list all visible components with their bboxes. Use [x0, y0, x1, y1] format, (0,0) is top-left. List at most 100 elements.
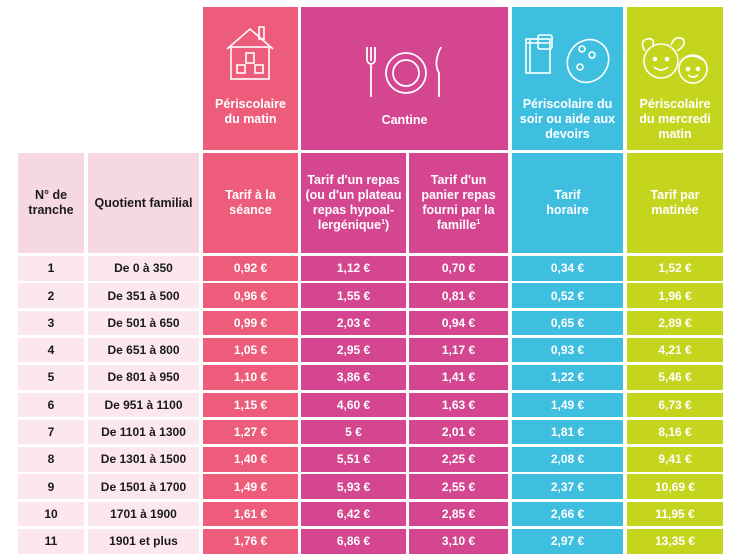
cell-horaire: 1,49 € — [512, 392, 623, 417]
header-label-matin: Périscolaire du matin — [215, 97, 286, 126]
cell-seance: 1,40 € — [203, 447, 298, 472]
cell-seance: 1,61 € — [203, 501, 298, 527]
header-cantine: Cantine — [301, 7, 508, 150]
cell-horaire: 0,52 € — [512, 283, 623, 308]
cell-tranche: 2 — [18, 283, 84, 308]
cell-matinee: 4,21 € — [627, 337, 723, 363]
cell-quotient: De 651 à 800 — [88, 337, 199, 363]
cell-tranche: 6 — [18, 392, 84, 417]
cell-quotient: De 951 à 1100 — [88, 392, 199, 417]
cell-quotient: De 1501 à 1700 — [88, 474, 199, 499]
subheader-repas: Tarif d'un repas (ou d'un plateau repas … — [301, 153, 406, 253]
cell-seance: 1,10 € — [203, 365, 298, 390]
cell-panier: 1,63 € — [409, 392, 508, 417]
cell-tranche: 9 — [18, 474, 84, 499]
cell-seance: 1,27 € — [203, 419, 298, 445]
cell-tranche: 7 — [18, 419, 84, 445]
header-label-mercredi: Périscolaire du mercredi matin — [639, 97, 711, 141]
header-periscolaire-mercredi: Périscolaire du mercredi matin — [627, 7, 723, 150]
cell-repas: 4,60 € — [301, 392, 406, 417]
header-periscolaire-soir: Périscolaire du soir ou aide aux devoirs — [512, 7, 623, 150]
subheader-panier: Tarif d'un panier repas fourni par la fa… — [409, 153, 508, 253]
cell-horaire: 0,65 € — [512, 310, 623, 336]
cell-seance: 0,99 € — [203, 310, 298, 336]
subheader-repas-text: Tarif d'un repas (ou d'un plateau repas … — [305, 173, 402, 232]
subheader-seance: Tarif à la séance — [203, 153, 298, 253]
cell-tranche: 3 — [18, 310, 84, 336]
subheader-panier-text: Tarif d'un panier repas fourni par la fa… — [421, 173, 496, 232]
cell-matinee: 1,52 € — [627, 256, 723, 281]
cell-tranche: 11 — [18, 529, 84, 554]
cell-quotient: De 1101 à 1300 — [88, 419, 199, 445]
cell-repas: 5,51 € — [301, 447, 406, 472]
cell-tranche: 10 — [18, 501, 84, 527]
cell-panier: 2,55 € — [409, 474, 508, 499]
cell-panier: 3,10 € — [409, 529, 508, 554]
cell-horaire: 2,08 € — [512, 447, 623, 472]
cell-horaire: 1,81 € — [512, 419, 623, 445]
cell-quotient: 1901 et plus — [88, 529, 199, 554]
subheader-panier-sup: 1 — [476, 218, 481, 226]
cell-tranche: 4 — [18, 337, 84, 363]
cell-quotient: De 501 à 650 — [88, 310, 199, 336]
cell-quotient: 1701 à 1900 — [88, 501, 199, 527]
cell-matinee: 1,96 € — [627, 283, 723, 308]
cell-seance: 0,96 € — [203, 283, 298, 308]
cell-quotient: De 0 à 350 — [88, 256, 199, 281]
header-label-cantine: Cantine — [381, 113, 428, 127]
cell-quotient: De 351 à 500 — [88, 283, 199, 308]
cell-repas: 1,12 € — [301, 256, 406, 281]
cell-matinee: 8,16 € — [627, 419, 723, 445]
cell-panier: 1,41 € — [409, 365, 508, 390]
cell-repas: 6,86 € — [301, 529, 406, 554]
cell-horaire: 0,93 € — [512, 337, 623, 363]
house-icon — [226, 26, 274, 80]
children-faces-icon — [641, 37, 708, 84]
cell-seance: 1,49 € — [203, 474, 298, 499]
cell-panier: 0,94 € — [409, 310, 508, 336]
cell-matinee: 10,69 € — [627, 474, 723, 499]
cell-matinee: 13,35 € — [627, 529, 723, 554]
cell-matinee: 6,73 € — [627, 392, 723, 417]
cell-repas: 5,93 € — [301, 474, 406, 499]
cell-seance: 1,76 € — [203, 529, 298, 554]
cell-horaire: 1,22 € — [512, 365, 623, 390]
cell-panier: 0,81 € — [409, 283, 508, 308]
subheader-repas-sup: 1 — [381, 218, 385, 226]
book-palette-icon — [525, 34, 610, 84]
cell-seance: 1,15 € — [203, 392, 298, 417]
cell-panier: 1,17 € — [409, 337, 508, 363]
header-label-soir: Périscolaire du soir ou aide aux devoirs — [519, 97, 616, 141]
cell-panier: 2,85 € — [409, 501, 508, 527]
cell-repas: 2,03 € — [301, 310, 406, 336]
cell-tranche: 1 — [18, 256, 84, 281]
cell-horaire: 2,97 € — [512, 529, 623, 554]
cell-seance: 1,05 € — [203, 337, 298, 363]
cell-repas: 3,86 € — [301, 365, 406, 390]
cell-repas: 2,95 € — [301, 337, 406, 363]
subheader-horaire: Tarif horaire — [512, 153, 623, 253]
cell-tranche: 8 — [18, 447, 84, 472]
cell-quotient: De 1301 à 1500 — [88, 447, 199, 472]
cell-horaire: 2,66 € — [512, 501, 623, 527]
plate-cutlery-icon — [366, 46, 442, 97]
cell-repas: 6,42 € — [301, 501, 406, 527]
subheader-matinee: Tarif par matinée — [627, 153, 723, 253]
subheader-quotient: Quotient familial — [88, 153, 199, 253]
cell-matinee: 5,46 € — [627, 365, 723, 390]
cell-panier: 2,01 € — [409, 419, 508, 445]
cell-repas: 1,55 € — [301, 283, 406, 308]
cell-repas: 5 € — [301, 419, 406, 445]
cell-panier: 0,70 € — [409, 256, 508, 281]
cell-quotient: De 801 à 950 — [88, 365, 199, 390]
cell-horaire: 2,37 € — [512, 474, 623, 499]
cell-matinee: 9,41 € — [627, 447, 723, 472]
cell-matinee: 11,95 € — [627, 501, 723, 527]
header-periscolaire-matin: Périscolaire du matin — [203, 7, 298, 150]
subheader-tranche: N° de tranche — [18, 153, 84, 253]
cell-seance: 0,92 € — [203, 256, 298, 281]
cell-matinee: 2,89 € — [627, 310, 723, 336]
cell-horaire: 0,34 € — [512, 256, 623, 281]
cell-tranche: 5 — [18, 365, 84, 390]
cell-panier: 2,25 € — [409, 447, 508, 472]
